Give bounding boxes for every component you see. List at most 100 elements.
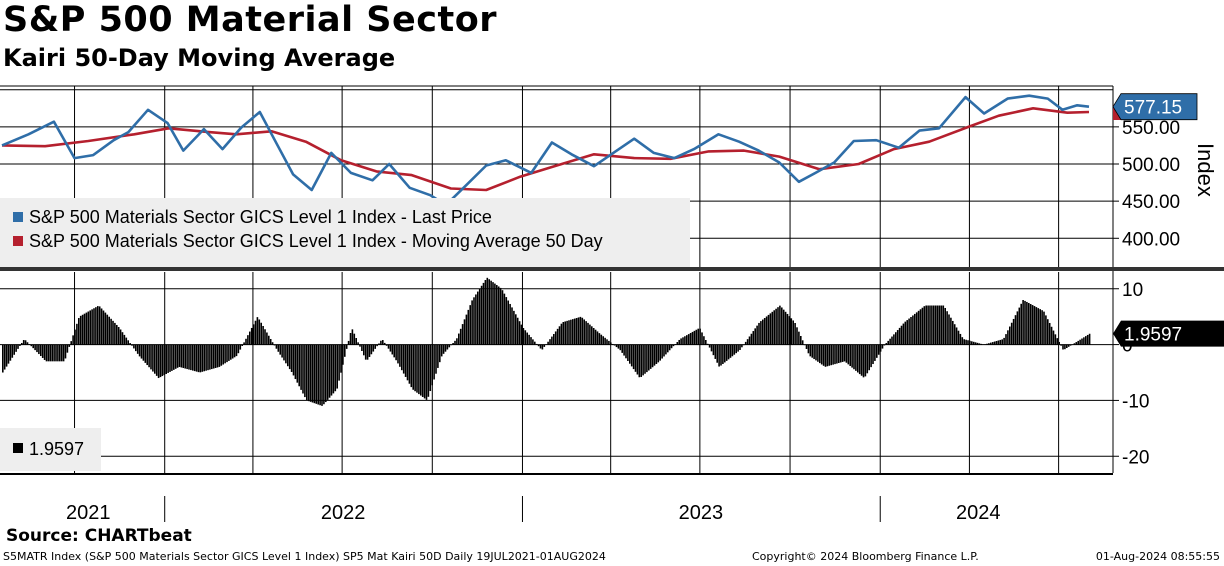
kairi-bar (1073, 343, 1076, 345)
kairi-bar (815, 344, 817, 361)
kairi-bar (97, 306, 99, 345)
kairi-bar (186, 344, 188, 370)
kairi-last-value: 1.9597 (1124, 325, 1182, 346)
kairi-bar (15, 344, 17, 352)
kairi-bar (193, 344, 196, 372)
kairi-bar (425, 344, 428, 400)
kairi-bar (174, 344, 177, 369)
kairi-bar (494, 283, 496, 345)
kairi-bar (154, 344, 156, 374)
kairi-bar (625, 344, 627, 359)
kairi-bar (423, 344, 426, 399)
kairi-bar (558, 326, 561, 345)
kairi-bar (752, 331, 755, 345)
last-price-line (1, 94, 1090, 207)
kairi-bar (53, 344, 55, 362)
kairi-bar (689, 333, 692, 345)
kairi-bar (435, 344, 437, 374)
kairi-bar (834, 344, 836, 365)
kairi-bar (1085, 336, 1087, 345)
kairi-bar (258, 319, 261, 345)
kairi-bar (798, 331, 800, 345)
moving-average-line (1, 107, 1090, 192)
kairi-bar (199, 344, 202, 373)
kairi-bar (374, 344, 376, 349)
kairi-bar (543, 344, 546, 347)
kairi-bar (355, 338, 357, 345)
kairi-bar (895, 332, 897, 345)
kairi-bar (919, 309, 922, 345)
kairi-bar (230, 344, 232, 360)
kairi-bar (917, 310, 920, 345)
kairi-bar (442, 344, 445, 354)
kairi-bar (100, 308, 103, 345)
kairi-bar (908, 318, 910, 345)
kairi-bar (364, 344, 367, 360)
price-tick-label: 400.00 (1122, 229, 1180, 250)
kairi-bar (923, 306, 926, 345)
kairi-bar (1003, 337, 1005, 345)
kairi-bar (1077, 340, 1079, 345)
kairi-bar (83, 313, 86, 345)
kairi-bar (646, 344, 648, 373)
kairi-bar (201, 344, 204, 372)
kairi-bar (811, 344, 813, 358)
price-legend-box (0, 198, 690, 267)
kairi-bar (819, 344, 821, 364)
kairi-bar (1086, 334, 1089, 345)
kairi-bar (418, 344, 420, 395)
kairi-bar (855, 344, 857, 371)
kairi-bar (104, 312, 107, 345)
kairi-bar (573, 318, 576, 345)
kairi-bar (157, 344, 160, 379)
kairi-bar (623, 344, 625, 356)
kairi-bar (822, 344, 825, 366)
kairi-bar (839, 344, 842, 363)
kairi-bar (247, 335, 249, 345)
kairi-bar (239, 344, 242, 350)
source-note: Source: CHARTbeat (6, 526, 192, 546)
kairi-bar (655, 344, 658, 364)
year-label: 2023 (679, 502, 724, 524)
kairi-bar (617, 344, 620, 349)
kairi-bar (870, 344, 872, 368)
panel-divider (0, 267, 1224, 271)
kairi-bar (125, 337, 128, 345)
kairi-bar (144, 344, 147, 363)
kairi-bar (581, 317, 584, 345)
kairi-bar (967, 340, 969, 345)
kairi-bar (277, 344, 280, 352)
kairi-bar (971, 341, 973, 345)
kairi-bar (505, 297, 508, 345)
kairi-bar (273, 344, 276, 346)
kairi-bar (366, 344, 369, 360)
kairi-bar (541, 344, 544, 350)
kairi-bar (38, 344, 40, 355)
kairi-bar (1005, 334, 1007, 345)
kairi-bar (672, 344, 675, 347)
kairi-bar (159, 344, 162, 378)
kairi-bar (1066, 344, 1068, 349)
kairi-bar (482, 282, 485, 345)
kairi-bar (32, 344, 34, 349)
kairi-bar (665, 344, 667, 355)
kairi-bar (1088, 333, 1091, 345)
kairi-bar (140, 344, 143, 359)
kairi-bar (503, 293, 506, 345)
kairi-bar (651, 344, 654, 368)
kairi-bar (347, 340, 350, 345)
kairi-bar (986, 343, 988, 345)
kairi-bar (528, 334, 530, 345)
kairi-bar (714, 344, 717, 359)
kairi-bar (1035, 307, 1038, 345)
kairi-bar (171, 344, 173, 371)
kairi-bar (359, 344, 361, 347)
kairi-bar (420, 344, 422, 396)
kairi-bar (458, 333, 460, 345)
kairi-bar (496, 285, 498, 345)
kairi-bar (731, 344, 734, 357)
kairi-bar (995, 341, 998, 345)
kairi-bar (642, 344, 644, 376)
kairi-bar (556, 328, 559, 345)
kairi-bar (471, 300, 473, 345)
